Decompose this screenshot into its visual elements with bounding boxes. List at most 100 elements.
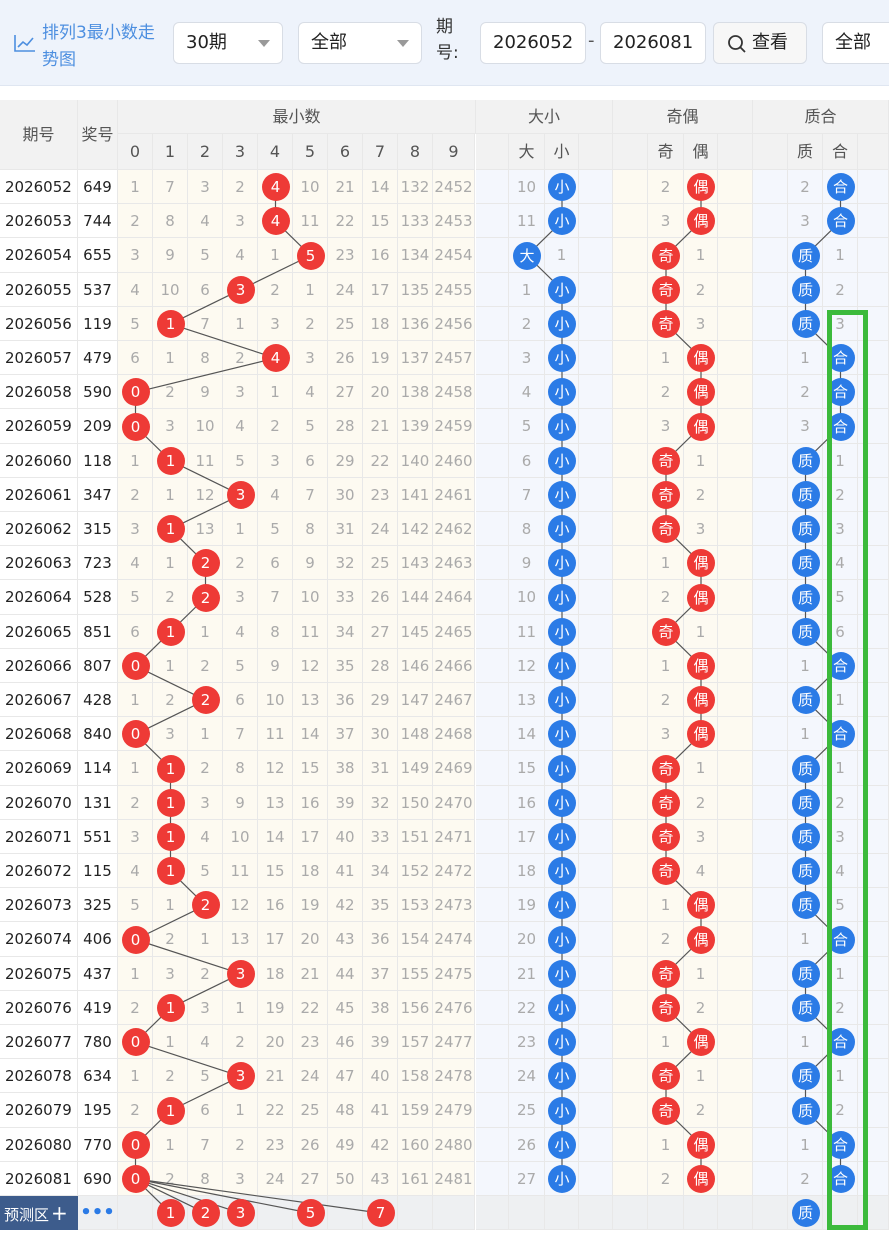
digit-cell: 6 [118,614,153,649]
digit-cell: 33 [363,819,398,854]
digit-cell: 2 [188,956,223,991]
prime-spacer-cell [753,683,788,718]
prediction-cell [328,1196,363,1231]
digit-cell: 2466 [433,648,475,683]
size-spacer-cell [476,785,509,820]
size-spacer-cell [579,306,613,341]
even-cell: 4 [684,854,718,889]
issue-cell: 2026067 [0,683,78,718]
view-button[interactable]: 查看 [713,22,807,64]
digit-cell: 2457 [433,341,475,376]
oddeven-spacer-cell [718,614,753,649]
digit-cell: 2479 [433,1093,475,1128]
digit-cell: 26 [293,1127,328,1162]
digit-cell: 30 [363,717,398,752]
digit-cell: 15 [258,854,293,889]
digit-cell: 7 [153,170,188,205]
size-ball: 小 [548,480,576,509]
digit-cell: 4 [223,409,258,444]
type-filter-select[interactable]: 全部 [298,22,422,64]
min-number-ball: 3 [226,959,255,988]
prediction-ball: 3 [226,1199,255,1228]
digit-cell: 5 [118,580,153,615]
oddeven-spacer-cell [718,819,753,854]
prime-ball: 质 [791,617,820,646]
oddeven-spacer-cell [718,854,753,889]
size-ball: 小 [548,959,576,988]
prediction-cell [753,1196,788,1231]
digit-cell: 5 [188,1059,223,1094]
min-number-ball: 4 [261,344,290,373]
issue-cell: 2026062 [0,512,78,547]
secondary-filter-select[interactable]: 全部 [822,22,889,64]
prime-ball: 质 [791,549,820,578]
prime-spacer-cell [753,1059,788,1094]
range-start-input[interactable]: 2026052 [480,22,586,64]
oddeven-spacer-cell [613,819,648,854]
digit-cell: 28 [328,409,363,444]
size-spacer-cell [476,306,509,341]
prize-cell: 551 [78,819,118,854]
digit-cell: 151 [398,819,433,854]
digit-cell: 1 [118,443,153,478]
size-spacer-cell [476,477,509,512]
digit-cell: 25 [363,546,398,581]
issue-cell: 2026055 [0,272,78,307]
prize-cell: 655 [78,238,118,273]
min-number-ball: 1 [156,515,185,544]
size-spacer-cell [476,1127,509,1162]
prime-ball: 质 [791,275,820,304]
even-cell: 3 [684,819,718,854]
oddeven-spacer-cell [718,204,753,239]
digit-cell: 2 [258,272,293,307]
prediction-label[interactable]: 预测区 + [0,1196,78,1231]
digit-cell: 2 [118,204,153,239]
oddeven-spacer-cell [613,306,648,341]
prediction-cell [433,1196,475,1231]
plus-icon[interactable]: + [51,1201,68,1225]
digit-cell: 24 [328,272,363,307]
digit-cell: 5 [188,854,223,889]
prize-cell: 131 [78,785,118,820]
digit-cell: 140 [398,443,433,478]
size-big-cell: 17 [509,819,545,854]
prime-spacer-cell [753,409,788,444]
oddeven-spacer-cell [613,1059,648,1094]
oddeven-spacer-cell [613,1161,648,1196]
size-ball: 小 [548,173,576,202]
size-spacer-cell [476,170,509,205]
digit-cell: 32 [363,785,398,820]
digit-cell: 22 [293,990,328,1025]
min-number-ball: 1 [156,309,185,338]
digit-cell: 26 [328,341,363,376]
odd-cell: 2 [648,375,684,410]
size-spacer-cell [579,238,613,273]
digit-cell: 43 [328,922,363,957]
oddeven-ball: 偶 [687,1130,715,1159]
digit-cell: 2459 [433,409,475,444]
digit-cell: 1 [223,512,258,547]
prediction-ball: 5 [296,1199,325,1228]
prime-spacer-cell [753,204,788,239]
digit-cell: 1 [153,341,188,376]
oddeven-spacer-cell [613,990,648,1025]
digit-cell: 2460 [433,443,475,478]
digit-cell: 153 [398,888,433,923]
more-options-button[interactable]: ••• [78,1196,118,1231]
toolbar: 排列3最小数走势图 30期 全部 期号: 2026052 - 2026081 查… [0,0,889,86]
size-ball: 小 [548,515,576,544]
odd-cell: 3 [648,409,684,444]
prime-spacer-cell [753,1093,788,1128]
digit-cell: 139 [398,409,433,444]
digit-cell: 1 [153,546,188,581]
size-spacer-cell [476,717,509,752]
size-big-cell: 23 [509,1025,545,1060]
digit-cell: 141 [398,477,433,512]
digit-cell: 6 [223,683,258,718]
prime-spacer-cell [753,614,788,649]
prize-cell: 479 [78,341,118,376]
period-count-select[interactable]: 30期 [173,22,283,64]
range-end-input[interactable]: 2026081 [600,22,706,64]
size-big-cell: 24 [509,1059,545,1094]
digit-cell: 2461 [433,477,475,512]
